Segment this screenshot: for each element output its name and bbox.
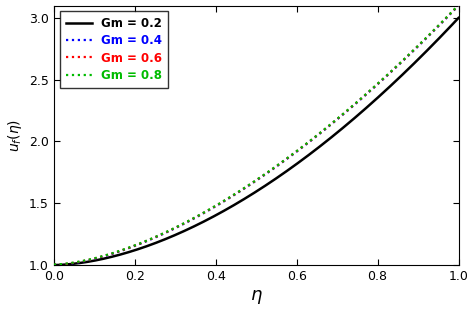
Legend: Gm = 0.2, Gm = 0.4, Gm = 0.6, Gm = 0.8: Gm = 0.2, Gm = 0.4, Gm = 0.6, Gm = 0.8 <box>60 12 168 88</box>
X-axis label: $\eta$: $\eta$ <box>250 289 263 306</box>
Y-axis label: $u_f(\eta)$: $u_f(\eta)$ <box>6 119 24 152</box>
